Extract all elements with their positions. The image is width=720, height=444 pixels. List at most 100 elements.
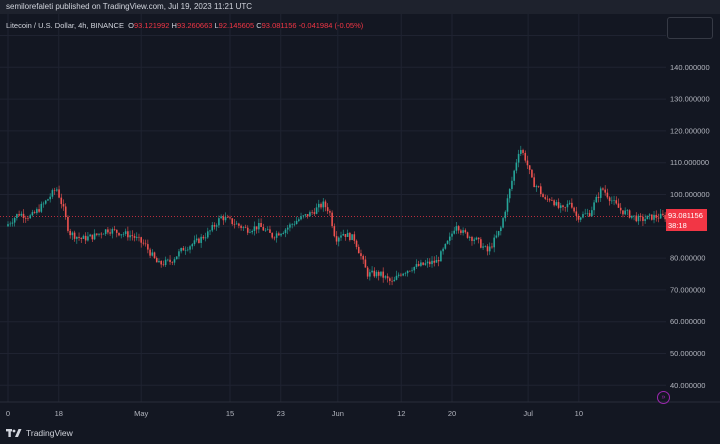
candle-body: [462, 230, 464, 233]
candle-body: [209, 230, 211, 232]
candle-body: [662, 213, 664, 216]
candle-body: [76, 236, 78, 239]
candle-body: [628, 210, 631, 218]
candle-body: [295, 220, 298, 225]
candle-body: [588, 213, 591, 217]
time-tick-label: Jun: [332, 409, 344, 418]
candle-body: [175, 256, 178, 260]
candle-body: [364, 259, 367, 268]
candle-body: [286, 227, 289, 230]
candle-body: [298, 219, 300, 221]
candle-body: [240, 225, 242, 228]
candle-body: [322, 201, 325, 208]
candle-body: [513, 170, 515, 181]
candle-body: [657, 217, 660, 219]
candle-body: [648, 214, 651, 216]
candle-body: [582, 214, 584, 218]
candle-body: [313, 212, 316, 214]
candle-body: [415, 264, 418, 267]
candle-body: [51, 190, 54, 197]
candle-body: [591, 210, 593, 217]
candle-body: [191, 244, 194, 247]
candle-body: [42, 203, 45, 205]
candle-body: [653, 214, 655, 220]
candle-body: [47, 199, 49, 201]
candle-body: [142, 242, 145, 244]
goto-realtime-icon[interactable]: »: [657, 391, 670, 404]
candle-body: [222, 216, 225, 221]
candle-body: [207, 231, 209, 238]
candle-body: [18, 214, 20, 216]
candle-body: [78, 236, 80, 238]
candle-body: [335, 236, 338, 242]
candle-body: [231, 218, 234, 224]
candle-body: [282, 232, 285, 234]
candle-body: [342, 234, 345, 236]
candle-body: [7, 224, 9, 227]
candle-body: [200, 236, 202, 243]
candle-body: [273, 237, 276, 239]
candle-body: [56, 189, 58, 191]
candle-body: [559, 205, 562, 208]
candle-body: [611, 200, 613, 202]
candle-body: [320, 203, 322, 208]
candle-body: [324, 201, 327, 208]
candle-body: [351, 234, 353, 241]
symbol-title[interactable]: Litecoin / U.S. Dollar, 4h, BINANCE: [6, 21, 124, 30]
candle-body: [435, 259, 438, 263]
candle-body: [69, 230, 71, 236]
candle-body: [586, 213, 589, 214]
candle-body: [566, 203, 569, 208]
candle-body: [73, 232, 76, 239]
candle-body: [226, 217, 229, 218]
candle-body: [104, 229, 107, 234]
candle-body: [229, 217, 231, 219]
candle-body: [184, 250, 187, 251]
tradingview-logo-icon: [6, 429, 22, 437]
candle-body: [377, 271, 380, 276]
symbol-legend: Litecoin / U.S. Dollar, 4h, BINANCE O93.…: [6, 21, 363, 30]
candle-body: [471, 237, 473, 241]
time-tick-label: 20: [448, 409, 456, 418]
candle-body: [306, 214, 309, 217]
candle-body: [464, 230, 467, 233]
price-tick-label: 110.000000: [670, 158, 709, 167]
candle-body: [149, 249, 151, 256]
candle-body: [244, 227, 247, 228]
tradingview-logo[interactable]: TradingView: [6, 428, 73, 438]
candle-body: [280, 233, 282, 236]
candle-body: [659, 213, 662, 219]
candle-body: [129, 235, 131, 238]
candle-body: [198, 238, 200, 243]
chart-area[interactable]: 150.000000140.000000130.000000120.000000…: [0, 14, 720, 444]
candle-body: [422, 262, 424, 265]
time-tick-label: 12: [397, 409, 405, 418]
candle-body: [404, 273, 407, 274]
candle-body: [337, 237, 340, 242]
price-chart[interactable]: 150.000000140.000000130.000000120.000000…: [0, 14, 720, 444]
publish-info: semilorefaleti published on TradingView.…: [6, 2, 253, 11]
candle-body: [517, 153, 520, 163]
candle-body: [147, 244, 149, 250]
candle-body: [204, 237, 207, 239]
candle-body: [311, 212, 313, 213]
candle-body: [382, 271, 384, 278]
candle-body: [113, 229, 116, 230]
candle-body: [118, 232, 120, 236]
candle-body: [520, 150, 522, 154]
price-tick-label: 60.000000: [670, 317, 705, 326]
candle-body: [486, 246, 489, 252]
candle-body: [602, 188, 604, 190]
candle-body: [562, 205, 564, 208]
time-tick-label: 0: [6, 409, 10, 418]
chart-control-box[interactable]: [667, 17, 713, 39]
candle-body: [269, 229, 271, 233]
candle-body: [426, 261, 429, 264]
candle-body: [395, 275, 398, 280]
candle-body: [533, 177, 535, 188]
candle-body: [475, 237, 478, 240]
candle-body: [502, 218, 504, 228]
candle-body: [575, 211, 578, 216]
candle-body: [275, 233, 278, 238]
candle-body: [38, 209, 40, 212]
